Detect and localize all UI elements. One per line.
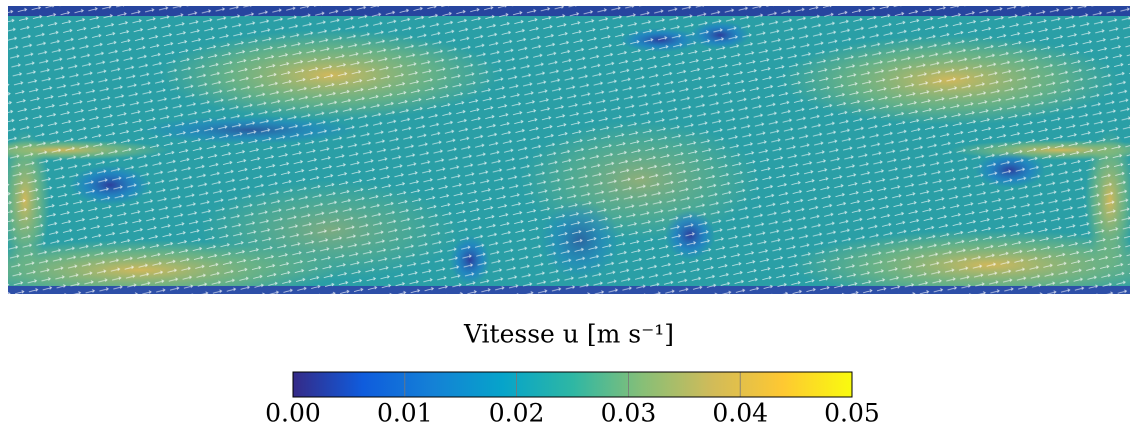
- colorbar-tick-label: 0.04: [712, 399, 768, 428]
- colorbar-tick-label: 0.00: [265, 399, 321, 428]
- colorbar-tick-label: 0.03: [601, 399, 657, 428]
- velocity-field: [8, 6, 1130, 294]
- colorbar-gradient: [293, 372, 852, 397]
- colorbar-tick-label: 0.01: [377, 399, 433, 428]
- colorbar-tick-label: 0.02: [489, 399, 545, 428]
- colorbar-title: Vitesse u [m s⁻¹]: [463, 320, 674, 349]
- colorbar: 0.00 0.01 0.02 0.03 0.04 0.05: [265, 371, 880, 428]
- colorbar-tick-label: 0.05: [824, 399, 880, 428]
- colorbar-frame: [292, 371, 853, 398]
